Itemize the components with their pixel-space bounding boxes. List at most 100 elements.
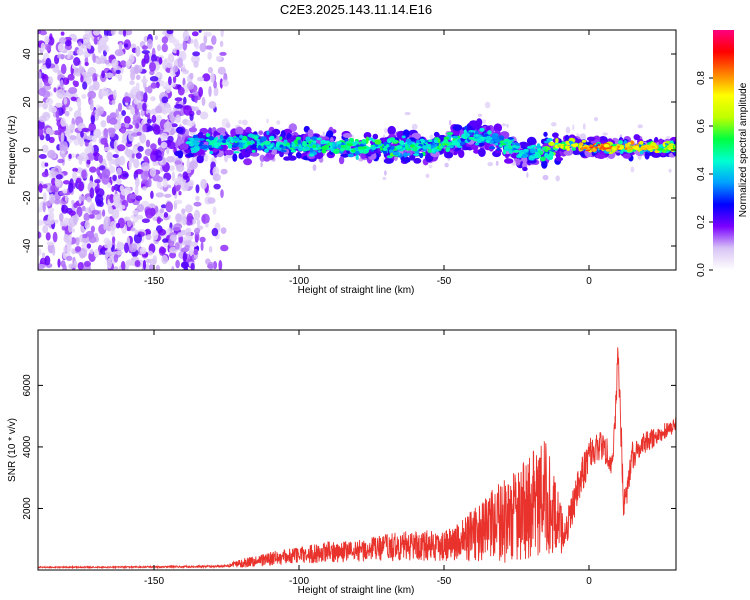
spectrogram-x-axis-title: Height of straight line (km) (298, 285, 415, 296)
heatmap-cell (172, 75, 177, 83)
heatmap-cell (111, 99, 116, 105)
heatmap-cell (205, 133, 211, 137)
colorbar-tick-label: 0.6 (696, 119, 707, 133)
heatmap-cell (379, 148, 384, 151)
heatmap-cell (185, 204, 193, 213)
heatmap-cell (546, 138, 553, 142)
heatmap-cell (111, 208, 120, 219)
heatmap-cell (99, 44, 108, 51)
heatmap-cell (186, 119, 195, 127)
heatmap-cell (487, 162, 494, 167)
heatmap-cell (580, 147, 584, 151)
heatmap-cell (73, 260, 78, 269)
heatmap-cell (104, 131, 109, 140)
heatmap-cell (89, 166, 97, 173)
heatmap-cell (326, 130, 334, 138)
heatmap-cell (42, 102, 48, 110)
heatmap-cell (86, 159, 91, 165)
heatmap-cell (412, 146, 418, 150)
heatmap-cell (60, 63, 67, 75)
heatmap-cell (78, 195, 86, 201)
heatmap-cell (135, 195, 143, 201)
heatmap-cell (233, 151, 240, 154)
heatmap-cell (411, 123, 418, 130)
heatmap-cell (65, 255, 73, 261)
heatmap-cell (190, 241, 198, 248)
heatmap-cell (540, 138, 546, 145)
heatmap-cell (194, 227, 201, 235)
heatmap-cell (208, 246, 213, 253)
heatmap-cell (123, 96, 131, 103)
heatmap-cell (442, 143, 448, 146)
heatmap-cell (150, 96, 156, 102)
heatmap-cell (611, 146, 618, 151)
heatmap-cell (451, 135, 459, 139)
x-tick-label: 0 (586, 276, 592, 287)
heatmap-cell (307, 129, 314, 138)
heatmap-cell (186, 212, 194, 223)
heatmap-cell (135, 45, 141, 57)
heatmap-cell (605, 149, 612, 152)
heatmap-cell (150, 190, 154, 199)
heatmap-cell (573, 143, 579, 147)
heatmap-cell (371, 145, 377, 151)
heatmap-cell (62, 180, 71, 185)
heatmap-cell (38, 127, 44, 137)
heatmap-cell (502, 149, 507, 155)
heatmap-cell (114, 266, 118, 270)
heatmap-cell (108, 129, 116, 138)
heatmap-cell (124, 242, 129, 254)
heatmap-cell (648, 145, 654, 149)
heatmap-cell (506, 123, 509, 128)
heatmap-cell (211, 227, 219, 237)
heatmap-cell (68, 263, 75, 269)
heatmap-cell (475, 134, 479, 137)
heatmap-cell (200, 178, 208, 190)
heatmap-cell (75, 237, 80, 246)
heatmap-cell (129, 80, 135, 86)
heatmap-cell (93, 30, 101, 36)
heatmap-cell (81, 71, 89, 76)
heatmap-cell (83, 212, 90, 222)
heatmap-cell (177, 232, 183, 238)
heatmap-cell (220, 168, 228, 175)
heatmap-cell (60, 117, 67, 127)
heatmap-cell (238, 119, 242, 125)
heatmap-cell (266, 130, 270, 135)
heatmap-cell (118, 44, 123, 51)
heatmap-cell (53, 198, 61, 205)
heatmap-cell (118, 30, 124, 35)
heatmap-cell (55, 102, 62, 108)
heatmap-cell (106, 257, 113, 269)
heatmap-cell (443, 136, 450, 140)
heatmap-cell (111, 236, 116, 244)
heatmap-cell (71, 228, 76, 233)
heatmap-cell (465, 132, 470, 138)
heatmap-cell (444, 152, 454, 159)
heatmap-cell (340, 144, 345, 148)
heatmap-cell (168, 35, 176, 44)
heatmap-cell (177, 150, 184, 159)
heatmap-cell (133, 64, 140, 75)
heatmap-cell (68, 87, 78, 94)
heatmap-cell (564, 134, 570, 142)
heatmap-cell (161, 43, 168, 53)
heatmap-cell (258, 130, 264, 135)
heatmap-cell (487, 130, 492, 135)
heatmap-cell (275, 143, 280, 148)
heatmap-cell (73, 57, 81, 66)
heatmap-cell (321, 148, 327, 154)
heatmap-cell (565, 126, 571, 134)
heatmap-cell (81, 169, 87, 179)
heatmap-cell (221, 79, 229, 87)
heatmap-cell (68, 234, 73, 244)
heatmap-cell (193, 249, 198, 256)
heatmap-cell (87, 90, 97, 99)
x-tick-label: -150 (144, 276, 164, 287)
heatmap-cell (133, 232, 142, 244)
heatmap-cell (94, 179, 101, 184)
heatmap-cell (126, 219, 132, 228)
heatmap-cell (209, 150, 214, 155)
heatmap-cell (178, 191, 182, 196)
